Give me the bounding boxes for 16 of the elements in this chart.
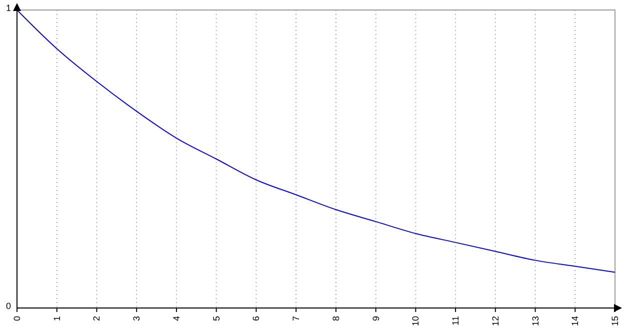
x-tick-label: 1 (52, 316, 62, 322)
x-tick-label: 3 (132, 316, 142, 322)
x-tick-label: 0 (12, 316, 22, 322)
x-tick-label: 14 (570, 316, 580, 326)
x-tick-label: 5 (211, 316, 222, 322)
x-tick-label: 7 (291, 316, 302, 322)
x-tick-label: 11 (450, 316, 461, 326)
x-tick-label: 2 (92, 316, 102, 322)
x-tick-label: 4 (171, 316, 182, 322)
x-tick-label: 6 (251, 316, 262, 322)
x-tick-label: 9 (370, 316, 381, 322)
x-tick-label: 15 (610, 316, 620, 326)
x-tick-label: 8 (330, 316, 341, 322)
x-tick-label: 12 (490, 316, 500, 326)
x-tick-label: 13 (530, 316, 540, 326)
x-tick-label: 10 (410, 316, 421, 326)
